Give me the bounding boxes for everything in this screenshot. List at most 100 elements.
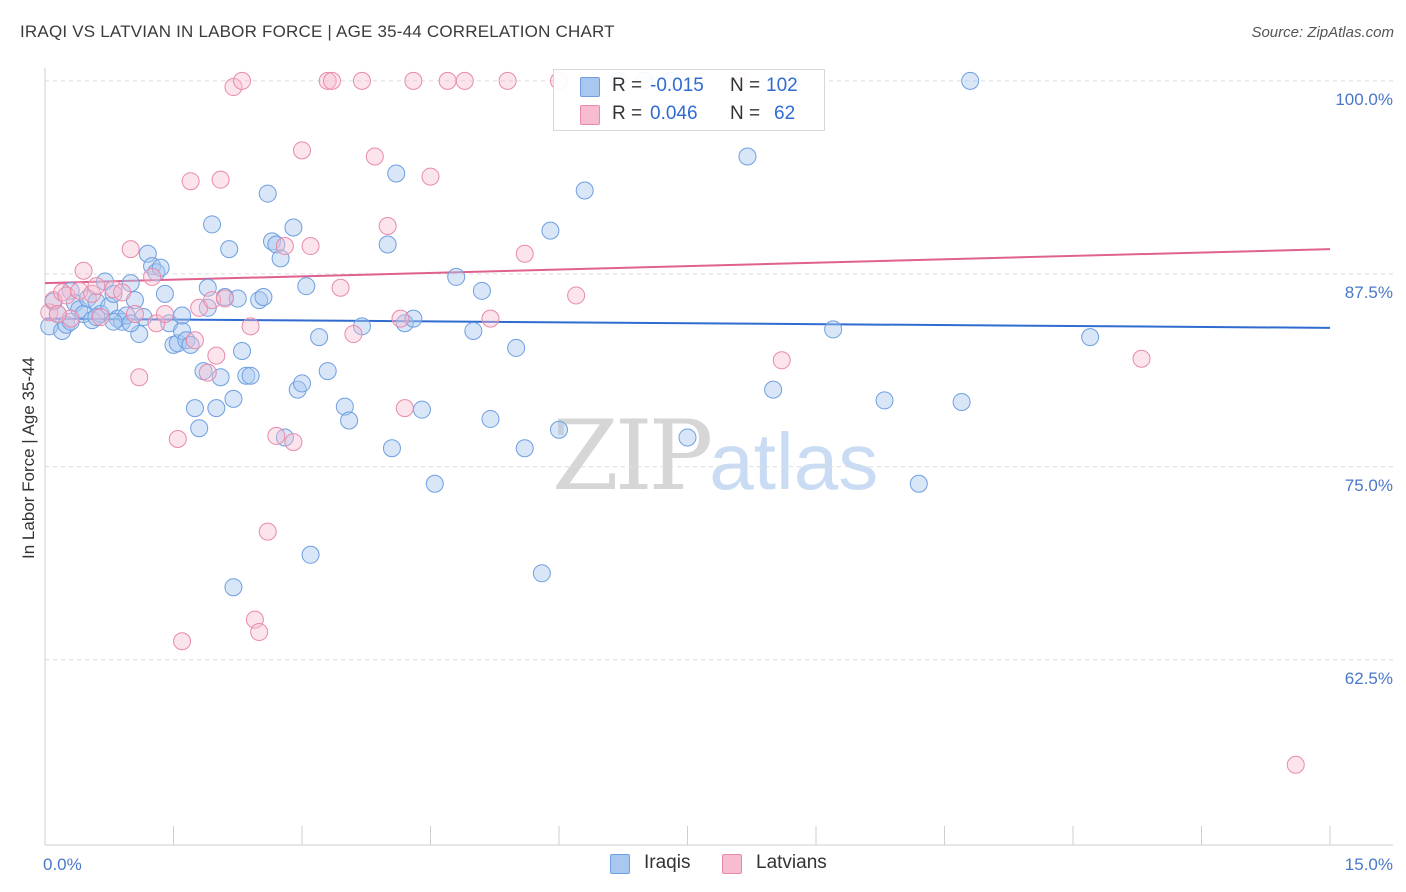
y-tick-label: 75.0%: [1345, 476, 1393, 495]
point-latvians: [1286, 755, 1305, 774]
bottom-legend-label-iraqis: Iraqis: [644, 852, 691, 873]
point-iraqis: [541, 221, 560, 240]
point-latvians: [275, 237, 294, 256]
legend-swatch-latvians: [580, 105, 600, 125]
point-iraqis: [203, 215, 222, 234]
legend-n-label: N =: [730, 103, 761, 124]
point-latvians: [421, 167, 440, 186]
point-iraqis: [472, 281, 491, 300]
point-latvians: [293, 141, 311, 160]
point-latvians: [344, 325, 363, 344]
legend-swatch-iraqis: [580, 77, 600, 97]
point-iraqis: [121, 314, 140, 333]
point-iraqis: [237, 366, 256, 385]
point-latvians: [121, 240, 140, 259]
point-latvians: [181, 172, 200, 191]
point-latvians: [404, 71, 423, 90]
point-latvians: [284, 433, 303, 452]
watermark: ZIPatlas: [552, 400, 878, 512]
point-iraqis: [550, 420, 568, 439]
chart-title: IRAQI VS LATVIAN IN LABOR FORCE | AGE 35…: [20, 22, 615, 41]
point-latvians: [233, 71, 252, 90]
point-iraqis: [738, 147, 757, 166]
point-latvians: [91, 308, 110, 327]
point-latvians: [74, 261, 93, 280]
point-latvians: [438, 71, 457, 90]
point-latvians: [143, 267, 162, 286]
point-iraqis: [190, 419, 209, 438]
trend-line-latvians: [44, 248, 1331, 285]
point-latvians: [772, 351, 791, 370]
point-latvians: [352, 71, 371, 90]
point-latvians: [258, 522, 277, 541]
point-latvians: [87, 277, 106, 296]
point-latvians: [395, 399, 414, 418]
point-iraqis: [301, 545, 320, 564]
watermark-atlas: atlas: [709, 417, 879, 506]
point-latvians: [267, 426, 286, 445]
point-iraqis: [575, 181, 594, 200]
point-iraqis: [207, 399, 226, 418]
axes: [44, 68, 1393, 846]
point-latvians: [515, 244, 534, 263]
point-latvians: [498, 71, 517, 90]
point-iraqis: [1081, 328, 1100, 347]
series-latvians: [40, 71, 1305, 774]
x-tick-label-left: 0.0%: [43, 855, 82, 874]
bottom-legend-swatch-latvians: [722, 854, 742, 874]
legend-n-value: 102: [766, 75, 798, 96]
point-latvians: [318, 71, 337, 90]
point-latvians: [48, 304, 67, 323]
x-tick-label-right: 15.0%: [1345, 855, 1393, 874]
data-points: [40, 71, 1305, 774]
point-iraqis: [952, 392, 971, 411]
point-iraqis: [425, 474, 444, 493]
bottom-legend-label-latvians: Latvians: [756, 852, 827, 873]
y-tick-label: 87.5%: [1345, 283, 1393, 302]
point-iraqis: [233, 342, 252, 361]
point-latvians: [173, 632, 192, 651]
legend-r-label: R =: [612, 103, 643, 124]
point-iraqis: [515, 439, 534, 458]
point-latvians: [241, 317, 260, 336]
legend-n-value: 62: [774, 103, 796, 124]
y-tick-label: 100.0%: [1335, 90, 1393, 109]
point-iraqis: [464, 321, 483, 340]
point-iraqis: [173, 306, 192, 325]
point-iraqis: [875, 391, 894, 410]
y-axis-label: In Labor Force | Age 35-44: [19, 357, 38, 559]
point-iraqis: [297, 277, 316, 296]
point-iraqis: [824, 320, 843, 339]
point-latvians: [331, 278, 350, 297]
point-iraqis: [173, 321, 192, 340]
point-iraqis: [481, 409, 500, 428]
point-iraqis: [387, 164, 406, 183]
point-latvians: [378, 216, 397, 235]
point-iraqis: [382, 439, 401, 458]
legend-n-label: N =: [730, 75, 761, 96]
point-iraqis: [224, 578, 243, 597]
point-iraqis: [258, 184, 277, 203]
point-iraqis: [284, 218, 303, 237]
legend-r-value: 0.046: [650, 103, 698, 124]
point-iraqis: [404, 309, 423, 328]
point-latvians: [365, 147, 384, 166]
point-iraqis: [318, 362, 337, 381]
point-latvians: [155, 304, 174, 323]
trend-lines: [44, 248, 1331, 329]
point-latvians: [198, 363, 217, 382]
legend-r-value: -0.015: [650, 75, 704, 96]
point-latvians: [250, 622, 269, 641]
legend-row-latvians: R = 0.046 N = 62: [554, 100, 824, 128]
point-iraqis: [961, 71, 980, 90]
point-latvians: [1132, 349, 1151, 368]
axis-labels: 100.0% 87.5% 75.0% 62.5% 0.0% 15.0% In Labor F…: [19, 90, 1393, 874]
point-latvians: [391, 309, 410, 328]
legend-row-iraqis: R = -0.015 N = 102: [554, 72, 824, 100]
point-iraqis: [254, 287, 273, 306]
point-iraqis: [293, 374, 311, 393]
point-iraqis: [447, 267, 466, 286]
point-iraqis: [224, 389, 243, 408]
trend-line-iraqis: [44, 317, 1331, 329]
